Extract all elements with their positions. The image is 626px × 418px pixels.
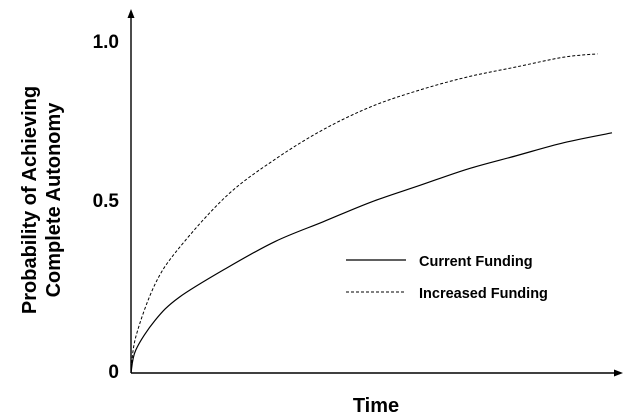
x-axis-title: Time [353,395,399,417]
x-axis-arrow [614,369,623,377]
y-tick-label-2: 1.0 [93,32,119,53]
y-axis-title-line-2: Complete Autonomy [43,102,65,298]
series-line-current-funding [130,132,613,374]
y-tick-label-0: 0 [108,362,119,383]
legend: Current Funding Increased Funding [346,254,548,302]
y-tick-label-1: 0.5 [93,191,120,212]
y-axis-arrow [127,9,135,18]
y-axis-title-line-1: Probability of Achieving [19,86,41,314]
legend-label-current-funding: Current Funding [419,254,533,270]
series-line-increased-funding [130,53,598,374]
legend-label-increased-funding: Increased Funding [419,286,548,302]
y-axis-title: Probability of Achieving Complete Autono… [19,86,65,314]
